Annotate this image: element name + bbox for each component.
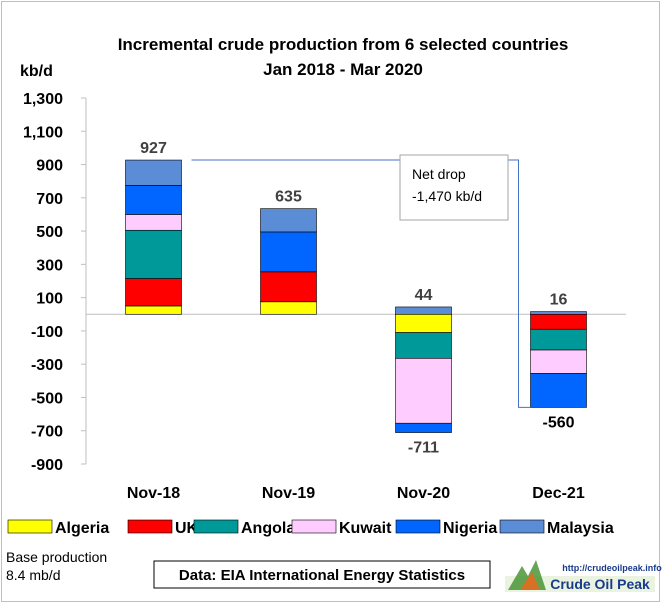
y-tick-label: -500 xyxy=(31,390,63,407)
x-tick-label: Nov-18 xyxy=(127,485,180,502)
legend-swatch-uk xyxy=(127,519,173,534)
legend-swatch-malaysia xyxy=(499,519,545,534)
net-drop-value: -1,470 kb/d xyxy=(412,188,482,204)
legend-label-nigeria: Nigeria xyxy=(443,520,497,537)
bar-segment-uk xyxy=(530,313,587,330)
bar-segment-angola xyxy=(530,328,587,351)
x-tick-label: Nov-19 xyxy=(262,485,315,502)
legend-swatch-kuwait xyxy=(291,519,337,534)
y-axis-label: kb/d xyxy=(20,63,53,80)
base-production-label: Base production xyxy=(6,549,107,565)
logo-url: http://crudeoilpeak.info xyxy=(562,563,662,573)
bar-segment-uk xyxy=(260,271,317,303)
y-tick-label: 100 xyxy=(36,291,63,308)
bar-segment-angola xyxy=(395,332,452,359)
y-tick-label: 500 xyxy=(36,224,63,241)
plot-area: 1,300 1,100 900 700 500 300 100 -100 -300 -500 -70… xyxy=(23,91,626,502)
bar-segment-angola xyxy=(125,229,182,279)
bar-segment-nigeria xyxy=(260,231,317,273)
legend-label-algeria: Algeria xyxy=(55,520,109,537)
logo-name: Crude Oil Peak xyxy=(550,576,650,592)
y-tick-label: 1,100 xyxy=(23,124,63,141)
bar-segment-malaysia xyxy=(395,306,452,315)
legend-label-angola: Angola xyxy=(241,520,295,537)
bar-segment-nigeria xyxy=(530,373,587,408)
bar-segment-algeria xyxy=(125,305,182,315)
chart-title: Incremental crude production from 6 sele… xyxy=(118,35,569,54)
y-tick-label: 900 xyxy=(36,158,63,175)
x-tick-label: Nov-20 xyxy=(397,485,450,502)
legend-label-kuwait: Kuwait xyxy=(339,520,392,537)
crude-oil-peak-logo: http://crudeoilpeak.info Crude Oil Peak xyxy=(505,560,662,592)
bar-segment-malaysia xyxy=(125,159,182,186)
legend-swatch-algeria xyxy=(7,519,53,534)
x-tick-label: Dec-21 xyxy=(532,485,585,502)
bar-segment-nigeria xyxy=(395,422,452,433)
net-drop-box xyxy=(399,154,509,221)
y-tick-label: -700 xyxy=(31,424,63,441)
y-tick-label: -100 xyxy=(31,324,63,341)
bar-total-label: 927 xyxy=(140,140,167,157)
bar-segment-uk xyxy=(125,278,182,307)
bar-segment-malaysia xyxy=(260,208,317,233)
legend-swatch-nigeria xyxy=(395,519,441,534)
bar-segment-algeria xyxy=(395,313,452,333)
base-production-value: 8.4 mb/d xyxy=(6,567,60,583)
y-tick-label: 300 xyxy=(36,257,63,274)
bar-segment-kuwait xyxy=(395,358,452,424)
bar-total-label: 16 xyxy=(550,292,568,309)
y-tick-label: -900 xyxy=(31,457,63,474)
legend: Algeria UK Angola Kuwait Nigeria Malaysia xyxy=(7,519,614,537)
legend-label-uk: UK xyxy=(175,520,199,537)
bar-segment-kuwait xyxy=(530,349,587,374)
y-tick-label: -300 xyxy=(31,357,63,374)
net-drop-title: Net drop xyxy=(412,166,466,182)
bar-segment-malaysia xyxy=(530,311,587,315)
bar-total-label: 635 xyxy=(275,189,302,206)
bar-total-label: -711 xyxy=(408,440,439,457)
source-box xyxy=(153,560,491,589)
net-drop-connector xyxy=(191,159,531,408)
y-tick-label: 700 xyxy=(36,191,63,208)
legend-label-malaysia: Malaysia xyxy=(547,520,614,537)
chart-subtitle: Jan 2018 - Mar 2020 xyxy=(263,60,423,79)
y-tick-label: 1,300 xyxy=(23,91,63,108)
bar-segment-kuwait xyxy=(125,214,182,231)
bar-total-label: -560 xyxy=(542,414,574,431)
bar-segment-algeria xyxy=(260,301,317,315)
bar-segment-nigeria xyxy=(125,185,182,215)
legend-swatch-angola xyxy=(193,519,239,534)
bar-total-label: 44 xyxy=(415,287,433,304)
source-text: Data: EIA International Energy Statistic… xyxy=(179,567,465,584)
